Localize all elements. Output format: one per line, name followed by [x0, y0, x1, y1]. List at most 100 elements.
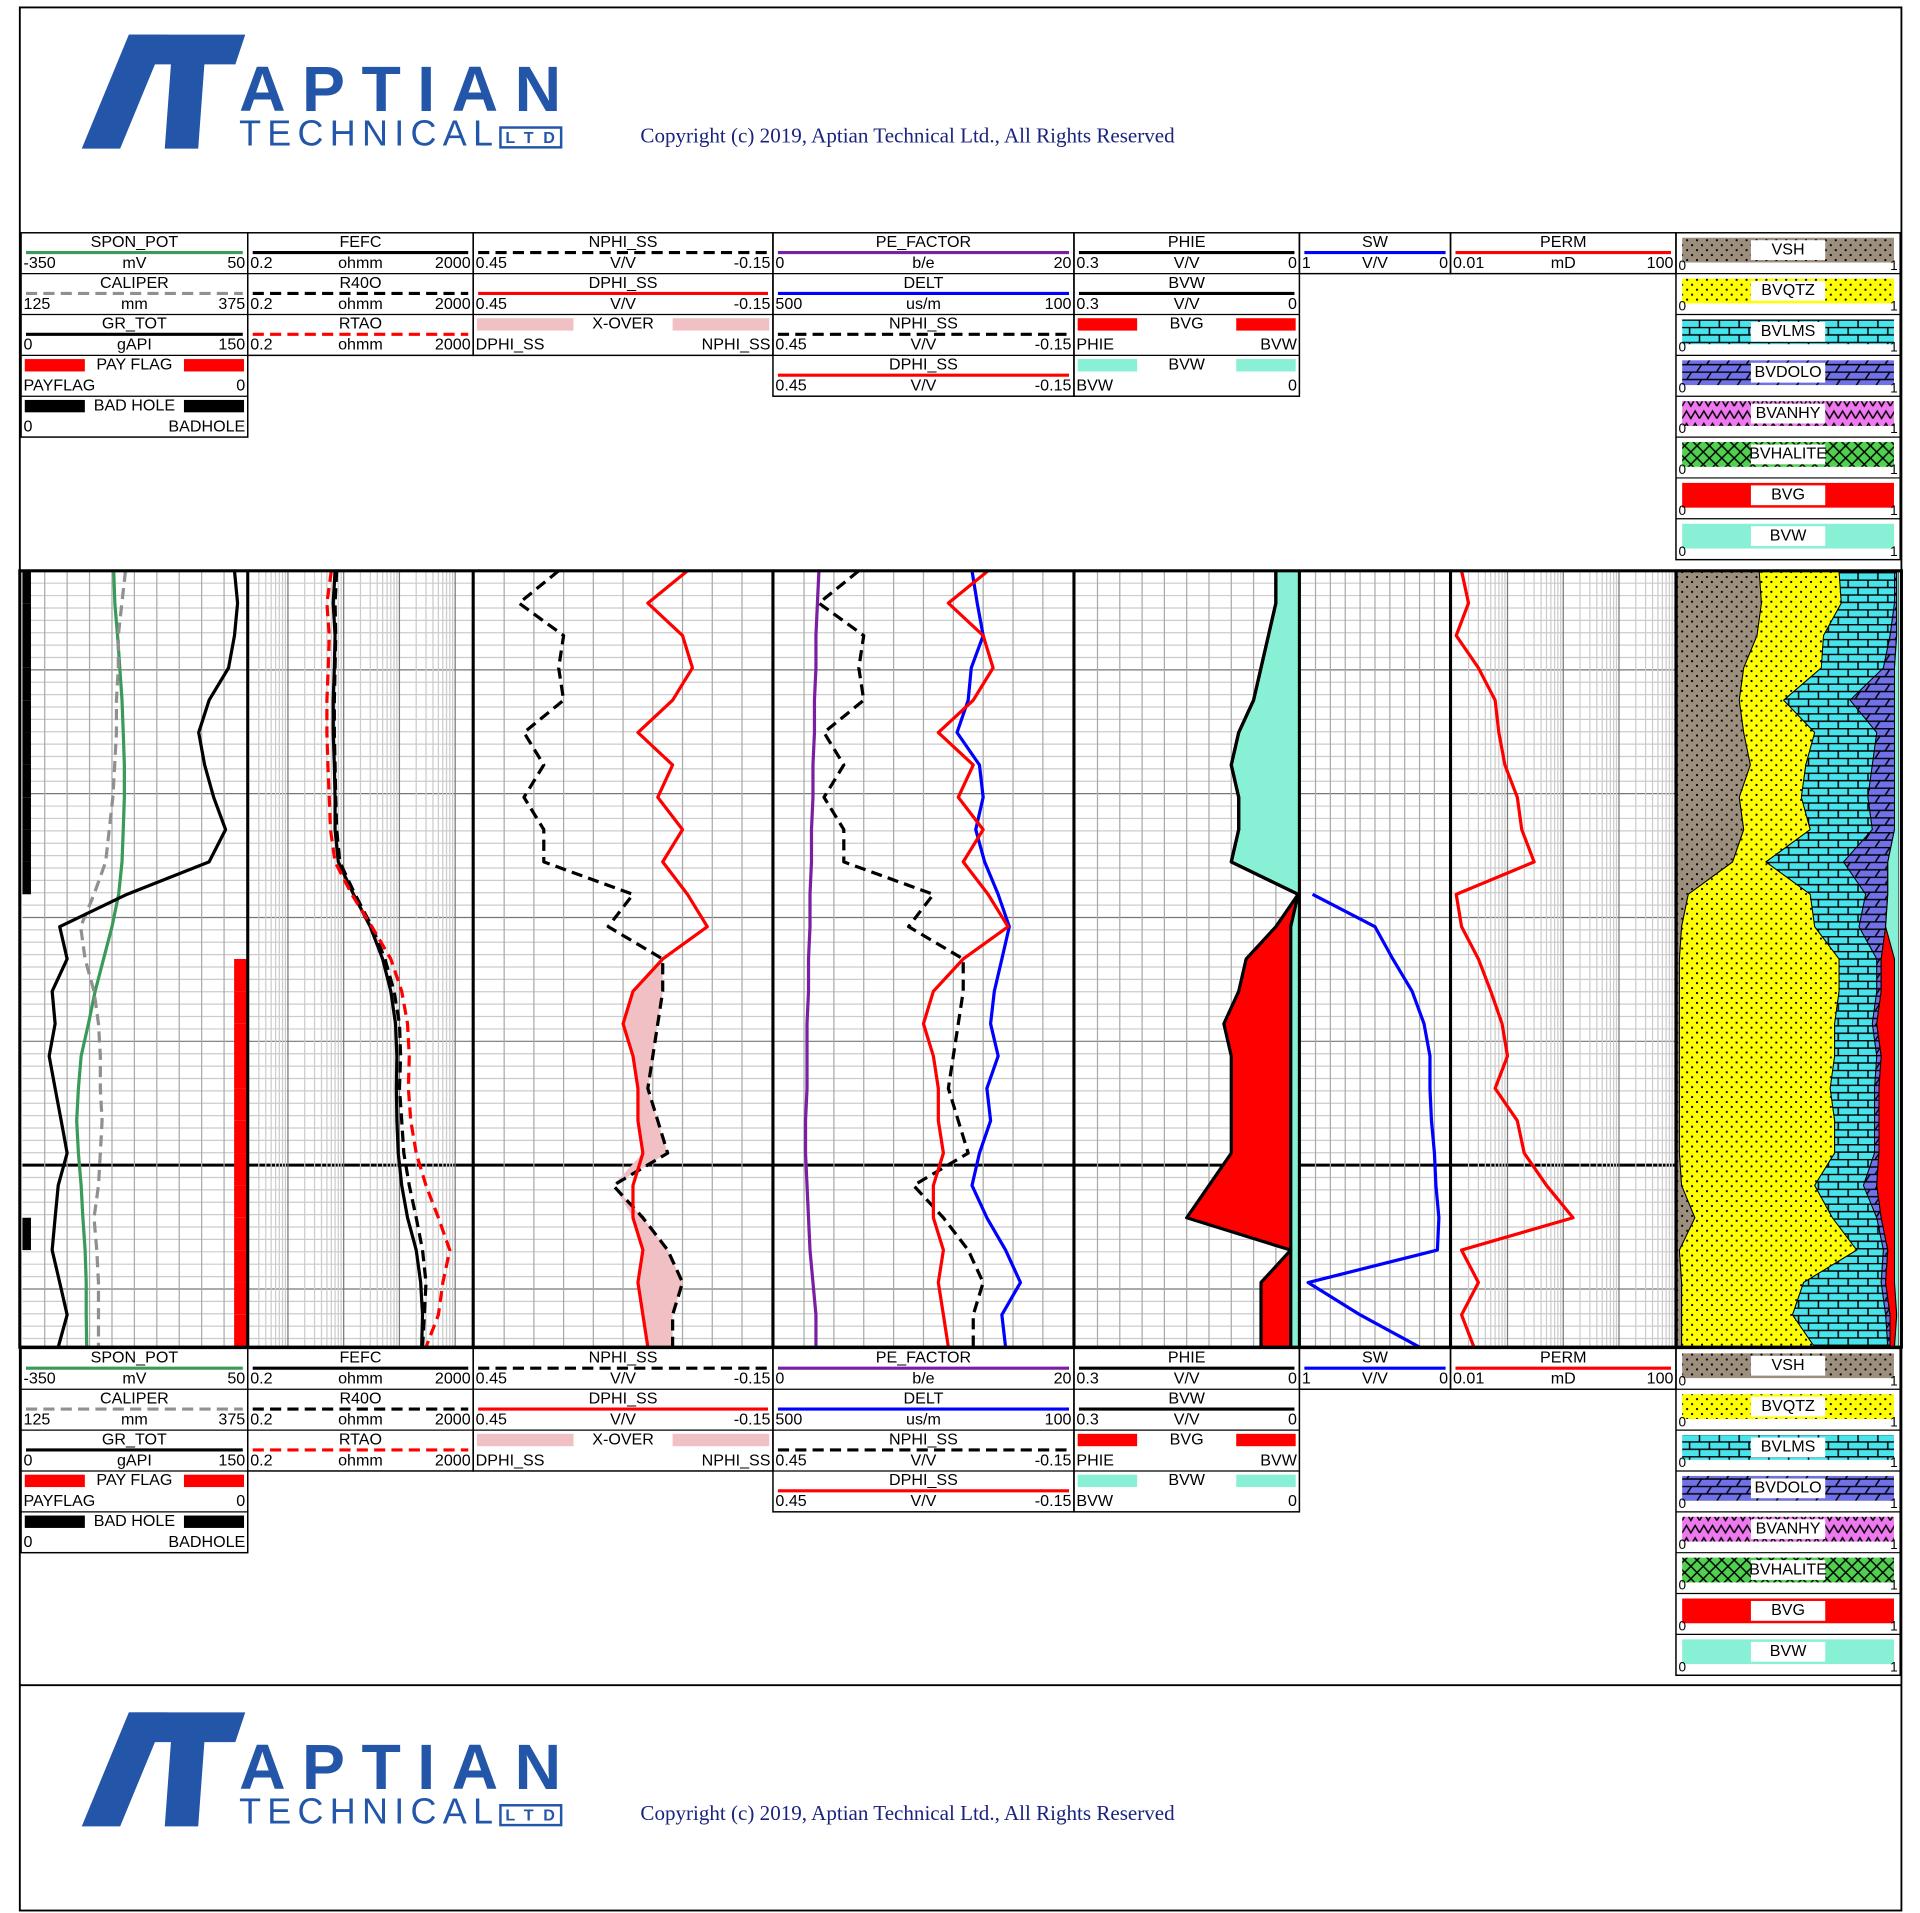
scale-left: 0.2 — [250, 254, 272, 272]
legend-label: BVG — [1771, 1601, 1805, 1619]
scale-left: 500 — [775, 295, 802, 313]
flag — [234, 1088, 247, 1121]
flag — [22, 1250, 31, 1282]
scale-unit: ohmm — [338, 1370, 383, 1388]
scale-unit: V/V — [1174, 1410, 1200, 1428]
legend-swatch — [1236, 1474, 1296, 1488]
curve — [817, 570, 985, 1348]
scale-right: NPHI_SS — [702, 336, 771, 354]
legend-swatch — [183, 359, 245, 372]
curve — [955, 570, 1023, 1348]
legend-label: BVW — [1770, 1642, 1807, 1660]
curve-name: PERM — [1540, 233, 1586, 251]
curve-name: PAY FLAG — [96, 1471, 172, 1489]
scale-left: 500 — [775, 1410, 802, 1428]
curve-name: R40O — [339, 274, 381, 292]
curve-name: NPHI_SS — [589, 1349, 658, 1367]
flag — [234, 1153, 247, 1186]
curve-name: BVW — [1168, 274, 1205, 292]
legend-swatch — [1236, 359, 1296, 372]
scale-right: 0 — [236, 1492, 245, 1510]
flag — [234, 958, 247, 992]
scale-right: 1 — [1890, 1619, 1898, 1634]
legend-label-bg — [1750, 485, 1826, 506]
scale-right: 50 — [227, 254, 245, 272]
flag — [234, 1250, 247, 1283]
curve-name: DELT — [904, 1389, 944, 1407]
flag — [234, 991, 247, 1024]
scale-left: 0 — [24, 1451, 33, 1469]
track — [1300, 570, 1450, 1348]
legend-label: BVLMS — [1761, 1438, 1816, 1456]
scale-right: -0.15 — [1035, 336, 1072, 354]
scale-left: 0 — [1678, 1455, 1686, 1470]
scale-unit: V/V — [910, 1451, 936, 1469]
logo-mark — [128, 34, 246, 149]
legend-swatch — [1077, 359, 1138, 372]
curve-name: BVG — [1170, 315, 1204, 333]
flag — [234, 1314, 247, 1348]
logo-mark — [128, 1712, 246, 1827]
scale-left: BVW — [1076, 1492, 1113, 1510]
scale-left: 0.01 — [1453, 254, 1484, 272]
curve-name: NPHI_SS — [889, 1430, 958, 1448]
scale-unit: V/V — [610, 1410, 636, 1428]
scale-right: 0 — [1288, 254, 1297, 272]
curve-name: DPHI_SS — [889, 356, 958, 374]
flag — [22, 1088, 31, 1120]
flag — [22, 1024, 31, 1056]
flag — [234, 765, 246, 797]
scale-right: -0.15 — [1035, 1492, 1072, 1510]
curve — [921, 570, 1010, 1348]
logo-subtext: TECHNICAL — [239, 113, 493, 154]
legend-label: BVG — [1771, 486, 1805, 504]
flag — [22, 991, 31, 1023]
scale-right: NPHI_SS — [702, 1451, 771, 1469]
legend-label-bg — [1750, 444, 1826, 465]
scale-unit: V/V — [1362, 1370, 1388, 1388]
copyright: Copyright (c) 2019, Aptian Technical Ltd… — [640, 1801, 1175, 1825]
scale-left: 125 — [24, 295, 51, 313]
curve-name: FEFC — [339, 233, 381, 251]
scale-left: 0 — [1678, 1496, 1686, 1511]
scale-right: 1 — [1890, 1373, 1898, 1388]
legend-label-bg — [1750, 1641, 1826, 1662]
scale-right: 375 — [218, 1410, 245, 1428]
curve-name: GR_TOT — [102, 1430, 167, 1448]
scale-right: 0 — [1288, 377, 1297, 395]
flag — [22, 797, 31, 830]
scale-right: 0 — [1439, 1370, 1448, 1388]
scale-unit: ohmm — [338, 1451, 383, 1469]
curve-name: CALIPER — [100, 274, 169, 292]
curve-name: CALIPER — [100, 1389, 169, 1407]
curve-name: NPHI_SS — [589, 233, 658, 251]
legend-label: BVQTZ — [1761, 281, 1815, 299]
scale-right: 0 — [1288, 1410, 1297, 1428]
curve — [79, 570, 128, 1348]
scale-right: 1 — [1890, 299, 1898, 314]
track — [774, 570, 1073, 1348]
legend-swatch — [1077, 1474, 1138, 1488]
scale-left: -350 — [24, 254, 56, 272]
scale-left: 0 — [1678, 258, 1686, 273]
flag — [234, 1120, 247, 1154]
scale-right: 0 — [236, 377, 245, 395]
scale-left: 0.2 — [250, 1451, 272, 1469]
scale-left: 0 — [24, 417, 33, 435]
scale-left: 0 — [1678, 544, 1686, 559]
scale-unit: mD — [1551, 1370, 1576, 1388]
curve-fill — [519, 570, 683, 1348]
curve-name: DPHI_SS — [589, 1389, 658, 1407]
track — [22, 570, 247, 1348]
flag — [234, 1056, 247, 1089]
scale-right: 100 — [1045, 295, 1072, 313]
scale-right: -0.15 — [734, 1370, 771, 1388]
scale-left: 0.2 — [250, 295, 272, 313]
legend-label: VSH — [1772, 1356, 1805, 1374]
flag — [234, 1282, 247, 1315]
legend-label: BVHALITE — [1749, 1560, 1827, 1578]
scale-right: BADHOLE — [168, 1533, 245, 1551]
scale-left: 0.3 — [1076, 295, 1098, 313]
curve — [47, 570, 240, 1348]
